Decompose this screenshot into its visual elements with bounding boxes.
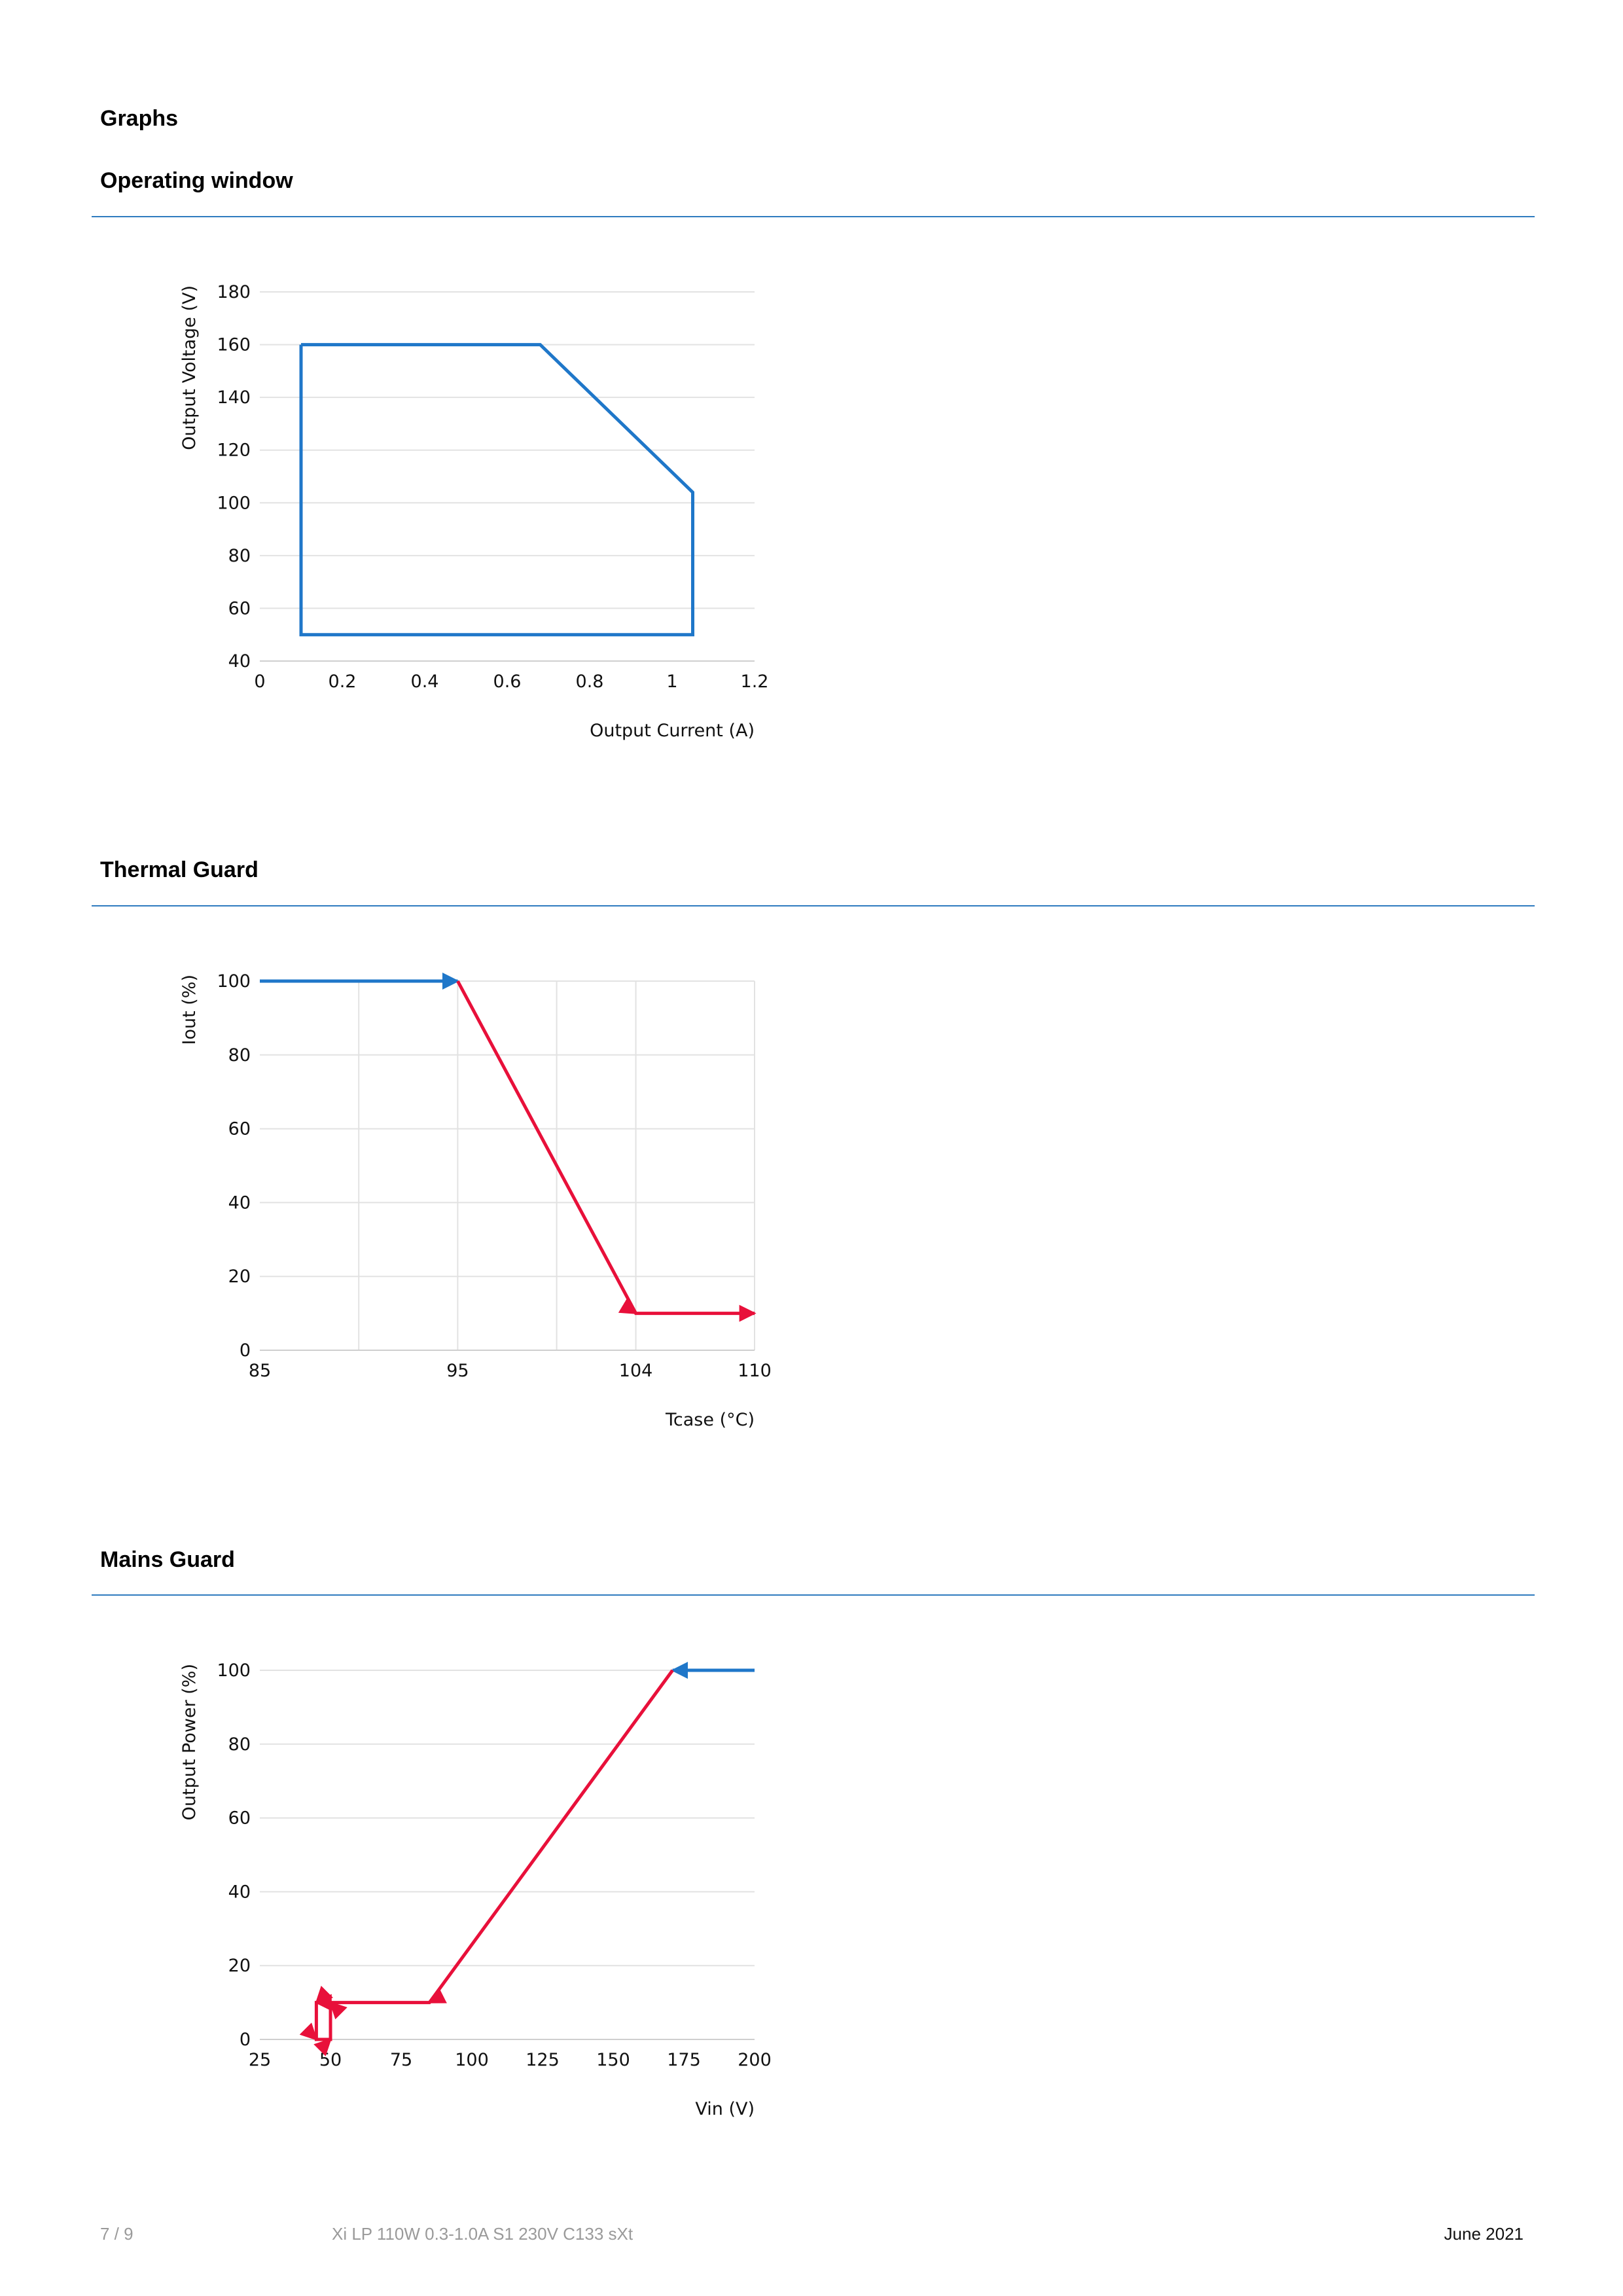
y-tick-label: 40 (228, 1193, 251, 1213)
y-tick-label: 40 (228, 1882, 251, 1902)
x-axis-title: Vin (V) (695, 2099, 755, 2119)
x-tick-label: 0.8 (576, 672, 604, 692)
y-tick-label: 120 (217, 440, 251, 461)
x-tick-label: 85 (249, 1361, 271, 1381)
y-tick-label: 0 (240, 1340, 251, 1361)
section-title-operating-window: Operating window (100, 168, 293, 193)
x-tick-label: 0.4 (411, 672, 439, 692)
section-title-mains-guard: Mains Guard (100, 1547, 235, 1572)
x-tick-label: 25 (249, 2050, 271, 2070)
x-tick-label: 175 (667, 2050, 701, 2070)
y-tick-label: 80 (228, 546, 251, 566)
data-series-line (299, 343, 694, 637)
x-tick-label: 110 (738, 1361, 772, 1381)
y-axis-title: Iout (%) (179, 975, 200, 1045)
page-heading: Graphs (100, 106, 179, 131)
y-axis-title: Output Power (%) (179, 1664, 200, 1820)
section-divider (92, 1594, 1535, 1596)
y-tick-label: 180 (217, 282, 251, 302)
y-axis-title: Output Voltage (V) (179, 285, 200, 450)
y-tick-label: 100 (217, 971, 251, 992)
y-tick-label: 160 (217, 335, 251, 355)
y-tick-label: 20 (228, 1956, 251, 1976)
x-tick-label: 75 (390, 2050, 412, 2070)
footer-date: June 2021 (1444, 2224, 1524, 2244)
x-tick-label: 150 (596, 2050, 630, 2070)
x-axis-title: Tcase (°C) (665, 1410, 755, 1430)
y-tick-label: 60 (228, 1808, 251, 1829)
y-tick-label: 80 (228, 1045, 251, 1066)
footer-product-name: Xi LP 110W 0.3-1.0A S1 230V C133 sXt (332, 2224, 633, 2244)
y-tick-label: 100 (217, 1660, 251, 1681)
x-tick-label: 100 (455, 2050, 489, 2070)
x-tick-label: 1 (666, 672, 677, 692)
x-tick-label: 0 (254, 672, 265, 692)
x-tick-label: 50 (319, 2050, 342, 2070)
y-tick-label: 40 (228, 651, 251, 672)
section-divider (92, 905, 1535, 906)
x-tick-label: 0.6 (493, 672, 522, 692)
data-series-line (299, 1669, 674, 2056)
y-tick-label: 80 (228, 1734, 251, 1755)
x-tick-label: 125 (526, 2050, 560, 2070)
operating-window-chart: 40 60 80 100 120 140 160 180 0 0.2 0.4 0.6 0.8 1 1.2 Ou… (179, 282, 769, 741)
x-tick-label: 0.2 (329, 672, 357, 692)
x-tick-label: 1.2 (741, 672, 769, 692)
mains-guard-chart: 0 20 40 60 80 100 25 50 75 100 125 150 175 200 Vin (V)… (179, 1660, 772, 2119)
data-series-line (456, 980, 757, 1322)
thermal-guard-chart: 0 20 40 60 80 100 85 95 104 110 Tcase (°C) Iout (%) (179, 971, 772, 1430)
y-tick-label: 140 (217, 387, 251, 408)
x-tick-label: 200 (738, 2050, 772, 2070)
footer-page-number: 7 / 9 (100, 2224, 134, 2244)
y-tick-label: 60 (228, 1119, 251, 1139)
x-tick-label: 104 (619, 1361, 653, 1381)
y-tick-label: 0 (240, 2030, 251, 2050)
y-tick-label: 60 (228, 598, 251, 619)
y-tick-label: 20 (228, 1266, 251, 1287)
section-divider (92, 216, 1535, 217)
y-tick-label: 100 (217, 493, 251, 513)
section-title-thermal-guard: Thermal Guard (100, 857, 259, 882)
x-axis-title: Output Current (A) (590, 721, 755, 741)
x-tick-label: 95 (446, 1361, 469, 1381)
